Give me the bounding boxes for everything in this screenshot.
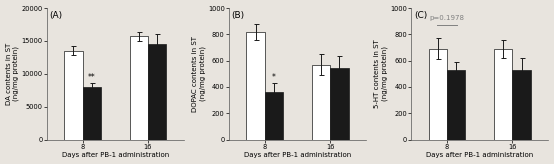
Bar bbox=[312, 65, 330, 140]
X-axis label: Days after PB-1 administration: Days after PB-1 administration bbox=[244, 153, 351, 158]
Bar bbox=[247, 32, 265, 140]
Text: **: ** bbox=[88, 73, 95, 82]
Text: (A): (A) bbox=[49, 11, 63, 20]
Y-axis label: DA contents in ST
(ng/mg protein): DA contents in ST (ng/mg protein) bbox=[6, 43, 19, 105]
Bar bbox=[447, 70, 465, 140]
Bar bbox=[330, 68, 348, 140]
Bar bbox=[83, 87, 101, 140]
Bar bbox=[64, 51, 83, 140]
X-axis label: Days after PB-1 administration: Days after PB-1 administration bbox=[426, 153, 534, 158]
Text: (B): (B) bbox=[232, 11, 245, 20]
Text: p=0.1978: p=0.1978 bbox=[429, 15, 465, 21]
X-axis label: Days after PB-1 administration: Days after PB-1 administration bbox=[61, 153, 169, 158]
Bar bbox=[429, 49, 447, 140]
Bar bbox=[130, 36, 148, 140]
Bar bbox=[148, 44, 166, 140]
Bar bbox=[265, 92, 283, 140]
Y-axis label: 5-HT contents in ST
(ng/mg protein): 5-HT contents in ST (ng/mg protein) bbox=[375, 39, 388, 108]
Bar bbox=[512, 70, 531, 140]
Y-axis label: DOPAC contents in ST
(ng/mg protein): DOPAC contents in ST (ng/mg protein) bbox=[192, 36, 206, 112]
Text: (C): (C) bbox=[414, 11, 427, 20]
Bar bbox=[494, 49, 512, 140]
Text: *: * bbox=[272, 73, 276, 82]
